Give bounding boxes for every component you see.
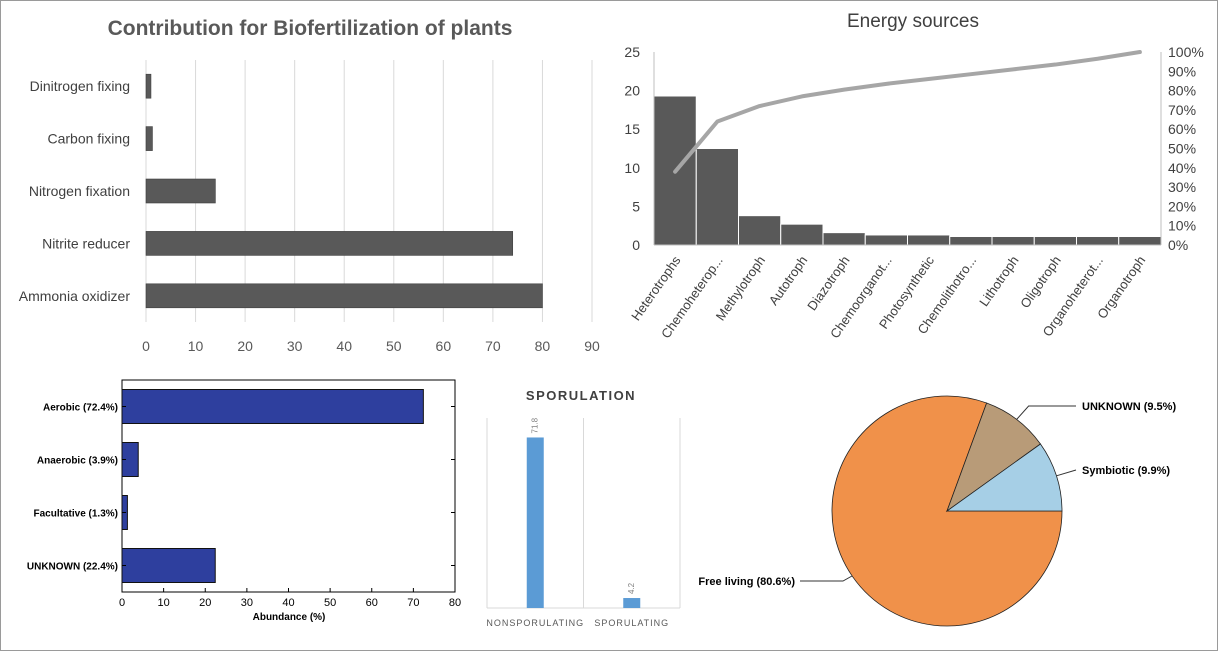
- data-label: 4.2: [627, 582, 636, 594]
- x-tick-label: 70: [407, 597, 419, 609]
- y-tick-label: 0: [632, 237, 640, 253]
- x-axis-label: Abundance (%): [253, 612, 326, 623]
- chart-title: Contribution for Biofertilization of pla…: [108, 17, 513, 40]
- y2-tick-label: 70%: [1168, 102, 1196, 118]
- bar: [1033, 236, 1077, 246]
- sporulation-chart: SPORULATION 71.8 NONSPORULATING 4.2 SPORULA…: [486, 388, 681, 628]
- category-label: Aerobic (72.4%): [43, 403, 118, 414]
- x-tick-label: 60: [436, 338, 452, 354]
- biofertilization-chart: Contribution for Biofertilization of pla…: [19, 17, 600, 354]
- y2-tick-label: 80%: [1168, 83, 1196, 99]
- bar: [907, 234, 951, 246]
- bar: [145, 126, 153, 151]
- x-tick-label: 50: [386, 338, 402, 354]
- x-tick-label: 0: [142, 338, 150, 354]
- bar: [738, 215, 782, 246]
- x-tick-label: 70: [485, 338, 501, 354]
- bar: [121, 389, 424, 424]
- lifestyle-pie-chart: Free living (80.6%) UNKNOWN (9.5%) Symbiot…: [698, 395, 1176, 627]
- x-tick-label: 90: [584, 338, 600, 354]
- category-label: Anaerobic (3.9%): [37, 456, 118, 467]
- slice-label: Symbiotic (9.9%): [1082, 465, 1170, 477]
- bar: [145, 231, 514, 256]
- leader-line: [1056, 469, 1077, 477]
- x-tick-label: 50: [324, 597, 336, 609]
- category-label: NONSPORULATING: [486, 618, 584, 628]
- y-tick-label: 20: [624, 83, 640, 99]
- energy-sources-chart: Energy sources 0 5 10 15 20 25 0% 10% 20% 30% 40%…: [624, 11, 1204, 341]
- category-label: Lithotroph: [976, 253, 1021, 309]
- pie-slice: [945, 443, 1063, 512]
- y-tick-label: 10: [624, 160, 640, 176]
- x-tick-label: 0: [119, 597, 125, 609]
- x-tick-label: 30: [287, 338, 303, 354]
- bar: [145, 283, 543, 309]
- bar: [1076, 236, 1120, 246]
- x-tick-label: 80: [535, 338, 551, 354]
- y2-tick-label: 20%: [1168, 198, 1196, 214]
- category-label: Diazotroph: [804, 253, 852, 313]
- chart-title: SPORULATION: [526, 388, 636, 403]
- bar: [145, 178, 216, 204]
- x-tick-label: 40: [282, 597, 294, 609]
- category-label: Nitrogen fixation: [29, 183, 130, 199]
- bar: [949, 236, 993, 246]
- bar: [145, 73, 152, 99]
- slice-label: UNKNOWN (9.5%): [1082, 401, 1176, 413]
- x-tick-label: 30: [241, 597, 253, 609]
- x-tick-label: 40: [336, 338, 352, 354]
- leader-line: [800, 575, 853, 582]
- bar: [780, 223, 824, 246]
- category-label: Nitrite reducer: [42, 235, 130, 251]
- bar: [526, 437, 544, 608]
- x-tick-label: 10: [158, 597, 170, 609]
- bar: [1118, 236, 1162, 246]
- x-tick-label: 60: [366, 597, 378, 609]
- chart-title: Energy sources: [847, 11, 979, 32]
- category-label: Carbon fixing: [48, 131, 131, 147]
- x-tick-label: 20: [237, 338, 253, 354]
- category-label: Autotroph: [766, 253, 811, 308]
- oxygen-requirement-chart: Aerobic (72.4%) Anaerobic (3.9%) Facultati…: [27, 379, 461, 623]
- bar: [121, 548, 216, 583]
- x-tick-label: 20: [199, 597, 211, 609]
- category-label: UNKNOWN (22.4%): [27, 562, 118, 573]
- bar: [695, 148, 739, 246]
- bar: [822, 232, 866, 246]
- category-label: SPORULATING: [594, 618, 669, 628]
- bar: [623, 598, 641, 608]
- y2-tick-label: 40%: [1168, 160, 1196, 176]
- y2-tick-label: 10%: [1168, 218, 1196, 234]
- y2-tick-label: 0%: [1168, 237, 1188, 253]
- category-label: Facultative (1.3%): [34, 509, 118, 520]
- y2-tick-label: 100%: [1168, 44, 1204, 60]
- category-label: Dinitrogen fixing: [30, 78, 130, 94]
- category-label: Ammonia oxidizer: [19, 288, 131, 304]
- y2-tick-label: 90%: [1168, 63, 1196, 79]
- y2-tick-label: 30%: [1168, 179, 1196, 195]
- bar: [864, 234, 908, 246]
- category-label: Oligotroph: [1017, 253, 1064, 311]
- bar: [991, 236, 1035, 246]
- slice-label: Free living (80.6%): [698, 576, 795, 588]
- y-tick-label: 15: [624, 121, 640, 137]
- x-tick-label: 10: [188, 338, 204, 354]
- y-tick-label: 25: [624, 44, 640, 60]
- leader-line: [1016, 405, 1076, 420]
- y2-tick-label: 60%: [1168, 121, 1196, 137]
- x-tick-label: 80: [449, 597, 461, 609]
- cumulative-line: [673, 50, 1142, 174]
- data-label: 71.8: [530, 417, 539, 433]
- y2-tick-label: 50%: [1168, 141, 1196, 157]
- y-tick-label: 5: [632, 198, 640, 214]
